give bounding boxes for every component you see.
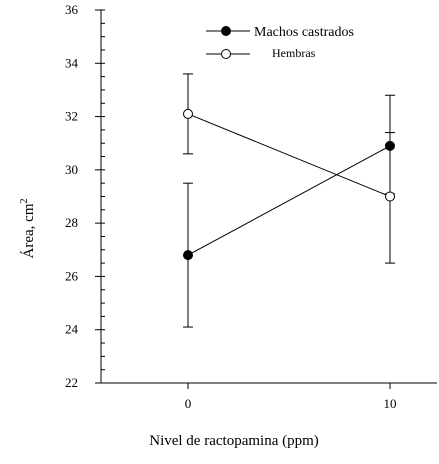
legend-label-machos: Machos castrados [254, 25, 354, 40]
series-1 [183, 73, 395, 264]
y-tick-label: 32 [65, 109, 78, 124]
y-tick-label: 30 [65, 162, 78, 177]
legend-marker-hembras [221, 49, 231, 59]
x-tick-labels: 0 10 [185, 396, 397, 411]
legend-label-hembras: Hembras [272, 46, 316, 60]
y-tick-label: 22 [65, 375, 78, 390]
x-ticks [187, 383, 391, 389]
y-tick-label: 36 [65, 2, 79, 17]
legend-marker-machos [221, 26, 231, 36]
series-0 [183, 94, 395, 328]
series-layer [183, 73, 395, 328]
x-axis-title: Nivel de ractopamina (ppm) [149, 433, 319, 449]
series-line [187, 145, 391, 256]
data-point [183, 250, 193, 261]
y-axis-title-text: Área, cm [20, 203, 37, 258]
y-tick-labels: 22 24 26 28 30 32 34 36 [65, 2, 79, 390]
x-tick-label: 10 [384, 396, 397, 411]
y-axis: 22 24 26 28 30 32 34 36 [65, 2, 105, 390]
legend: Machos castrados Hembras [206, 25, 354, 60]
y-axis-title: Área, cm2 [19, 199, 37, 259]
y-minor-ticks [101, 9, 105, 384]
data-point [183, 108, 193, 119]
x-axis: 0 10 [101, 382, 437, 411]
y-axis-title-superscript: 2 [19, 199, 30, 204]
y-tick-label: 26 [65, 268, 79, 283]
y-major-ticks [95, 9, 101, 384]
series-line [187, 113, 391, 197]
y-tick-label: 34 [65, 55, 79, 70]
y-tick-label: 28 [65, 215, 78, 230]
y-tick-label: 24 [65, 322, 79, 337]
data-point [385, 191, 395, 202]
x-tick-label: 0 [185, 396, 192, 411]
